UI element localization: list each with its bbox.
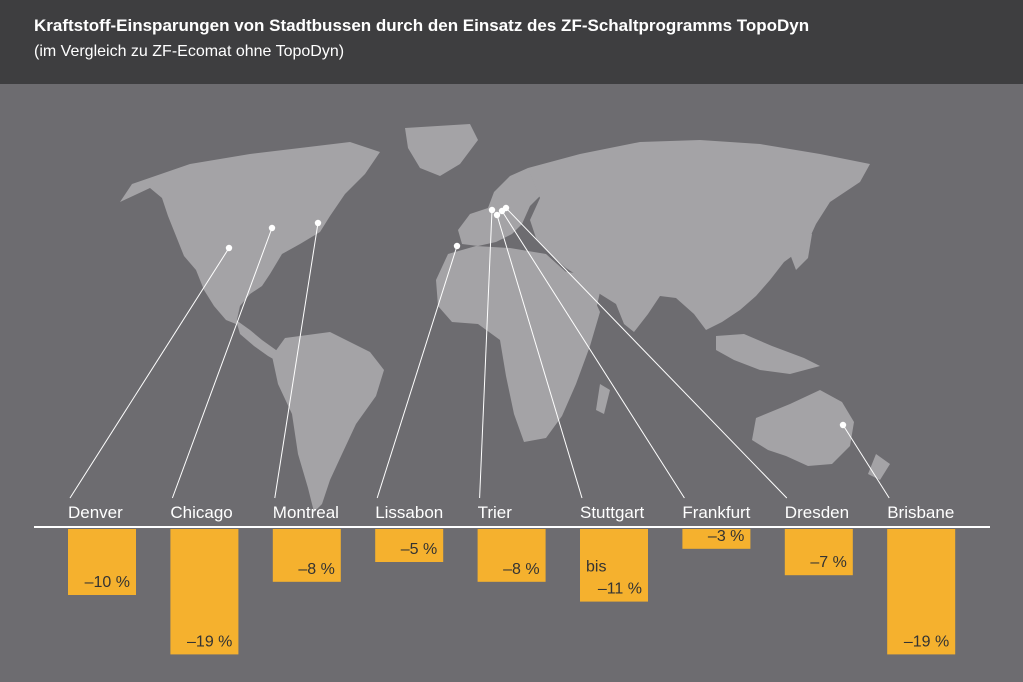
map-africa: [436, 246, 600, 442]
bar-trier: [477, 529, 546, 582]
marker-denver: [225, 244, 233, 252]
city-label-brisbane: Brisbane: [887, 503, 954, 522]
value-label-brisbane: –19 %: [904, 633, 949, 650]
city-labels: Denver Chicago Montreal Lissabon Trier Stuttg…: [68, 503, 954, 522]
map-australia: [752, 390, 854, 466]
city-label-frankfurt: Frankfurt: [682, 503, 750, 522]
bar-stuttgart: [580, 529, 648, 602]
map-japan: [790, 224, 812, 270]
map-asia: [528, 140, 870, 332]
marker-brisbane: [839, 421, 847, 429]
value-label-dresden: –7 %: [810, 554, 846, 571]
marker-stuttgart: [493, 211, 501, 219]
city-label-montreal: Montreal: [273, 503, 339, 522]
city-label-lissabon: Lissabon: [375, 503, 443, 522]
bar-denver: [68, 529, 136, 595]
connector-lissabon: [376, 245, 458, 499]
connector-lines: [69, 207, 890, 499]
bar-frankfurt: [682, 529, 751, 549]
map-south-america: [272, 332, 384, 512]
bar-chicago: [170, 529, 239, 655]
connector-dresden: [505, 207, 788, 499]
city-label-denver: Denver: [68, 503, 123, 522]
connector-trier: [479, 209, 493, 499]
connector-denver: [69, 247, 230, 499]
connector-montreal: [274, 222, 319, 499]
chart-header: Kraftstoff-Einsparungen von Stadtbussen …: [0, 0, 1023, 84]
value-label-chicago: –19 %: [187, 633, 232, 650]
connector-stuttgart: [496, 214, 583, 499]
value-label-lissabon: –5 %: [401, 541, 437, 558]
city-label-chicago: Chicago: [170, 503, 232, 522]
value-label-frankfurt: –3 %: [708, 528, 744, 545]
value-label-montreal: –8 %: [298, 561, 334, 578]
world-map: [120, 124, 890, 512]
chart-title: Kraftstoff-Einsparungen von Stadtbussen …: [34, 16, 810, 35]
map-europe: [458, 168, 546, 246]
map-north-america: [120, 142, 380, 324]
marker-trier: [488, 206, 496, 214]
bar-lissabon: [375, 529, 444, 562]
city-label-dresden: Dresden: [785, 503, 849, 522]
marker-montreal: [314, 219, 322, 227]
city-label-trier: Trier: [478, 503, 513, 522]
value-label-denver: –10 %: [85, 574, 130, 591]
city-markers: [225, 204, 847, 429]
map-indonesia: [716, 334, 820, 374]
connector-chicago: [171, 227, 273, 499]
city-label-stuttgart: Stuttgart: [580, 503, 645, 522]
value-label-stuttgart: bis –11 %: [586, 559, 642, 598]
bar-dresden: [784, 529, 853, 576]
chart-subtitle: (im Vergleich zu ZF-Ecomat ohne TopoDyn): [34, 43, 345, 60]
map-madagascar: [596, 384, 610, 414]
marker-lissabon: [453, 242, 461, 250]
bar-brisbane: [887, 529, 956, 655]
map-greenland: [405, 124, 478, 176]
marker-dresden: [502, 204, 510, 212]
marker-chicago: [268, 224, 276, 232]
chart-area: –10 % –19 % –8 % –5 % –8 % bis –11 % –3 % –7 % –1…: [34, 124, 990, 655]
map-arabia: [556, 270, 600, 320]
connector-brisbane: [842, 424, 890, 499]
connector-frankfurt: [501, 210, 685, 499]
map-new-zealand: [868, 454, 890, 480]
bar-montreal: [272, 529, 341, 582]
value-label-trier: –8 %: [503, 561, 539, 578]
bars: –10 % –19 % –8 % –5 % –8 % bis –11 % –3 % –7 % –1…: [68, 528, 956, 655]
